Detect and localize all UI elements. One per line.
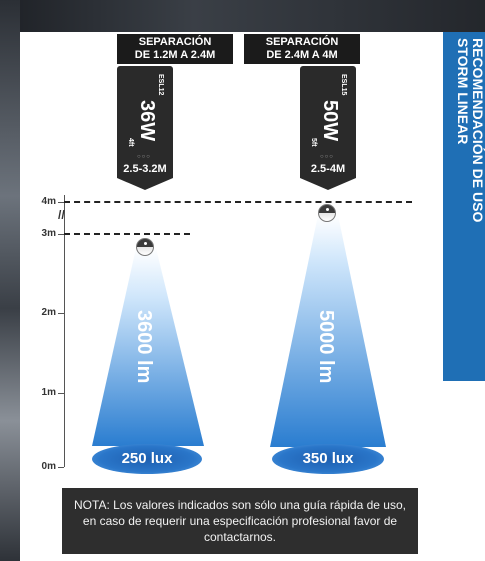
fixture-2-range: 2.5-4M <box>310 163 346 175</box>
fixture-card-1: ESL12 36W 4ft ○○○ 2.5-3.2M <box>117 66 173 178</box>
tick-label-4m: 4m <box>41 196 56 207</box>
axis-break-icon: // <box>58 208 65 222</box>
separation-label-2-line1: SEPARACIÓN <box>265 36 339 48</box>
light-beam-1 <box>92 248 204 446</box>
fixture-2-lumens: 5000 lm <box>315 310 337 384</box>
fixture-1-lamp <box>136 238 154 256</box>
tick-1m <box>58 393 64 394</box>
height-line-4m <box>64 201 412 203</box>
light-beam-2 <box>270 215 386 447</box>
tick-2m <box>58 313 64 314</box>
height-line-3m <box>64 233 190 235</box>
side-banner-line2: STORM LINEAR <box>455 38 471 145</box>
fixture-2-tab <box>300 178 356 190</box>
fixture-2-dots: ○○○ <box>320 154 334 160</box>
tick-3m <box>58 234 64 235</box>
header-background <box>0 0 485 32</box>
fixture-2-length: 5ft <box>310 138 317 147</box>
fixture-1-lux: 250 lux <box>92 444 202 474</box>
fixture-2-lux: 350 lux <box>272 444 384 474</box>
fixture-card-2: ESL15 50W 5ft ○○○ 2.5-4M <box>300 66 356 178</box>
separation-label-1-line1: SEPARACIÓN <box>138 36 212 48</box>
fixture-1-model: ESL12 <box>157 74 164 96</box>
tick-label-0m: 0m <box>41 461 56 472</box>
fixture-1-range: 2.5-3.2M <box>123 163 167 175</box>
height-axis <box>64 195 65 467</box>
left-edge-background <box>0 0 20 561</box>
fixture-2-model: ESL15 <box>340 74 347 96</box>
usage-note: NOTA: Los valores indicados son sólo una… <box>62 488 418 554</box>
fixture-1-length: 4ft <box>127 138 134 147</box>
side-banner-line1: RECOMENDACIÓN DE USO <box>470 38 485 223</box>
fixture-1-dots: ○○○ <box>137 154 151 160</box>
fixture-1-lumens: 3600 lm <box>133 310 155 384</box>
tick-4m <box>58 202 64 203</box>
separation-label-2: SEPARACIÓN DE 2.4M A 4M <box>244 34 360 64</box>
fixture-2-lamp <box>318 204 336 222</box>
tick-label-1m: 1m <box>41 387 56 398</box>
fixture-1-tab <box>117 178 173 190</box>
separation-label-1-line2: DE 1.2M A 2.4M <box>134 49 216 61</box>
side-banner: RECOMENDACIÓN DE USO STORM LINEAR <box>443 32 485 381</box>
tick-label-3m: 3m <box>41 228 56 239</box>
separation-label-1: SEPARACIÓN DE 1.2M A 2.4M <box>117 34 233 64</box>
separation-label-2-line2: DE 2.4M A 4M <box>266 49 338 61</box>
fixture-1-watts: 36W <box>136 100 158 142</box>
fixture-2-watts: 50W <box>319 100 341 142</box>
tick-0m <box>58 467 64 468</box>
diagram-panel <box>20 32 435 561</box>
tick-label-2m: 2m <box>41 307 56 318</box>
side-banner-text: RECOMENDACIÓN DE USO STORM LINEAR <box>443 32 485 381</box>
